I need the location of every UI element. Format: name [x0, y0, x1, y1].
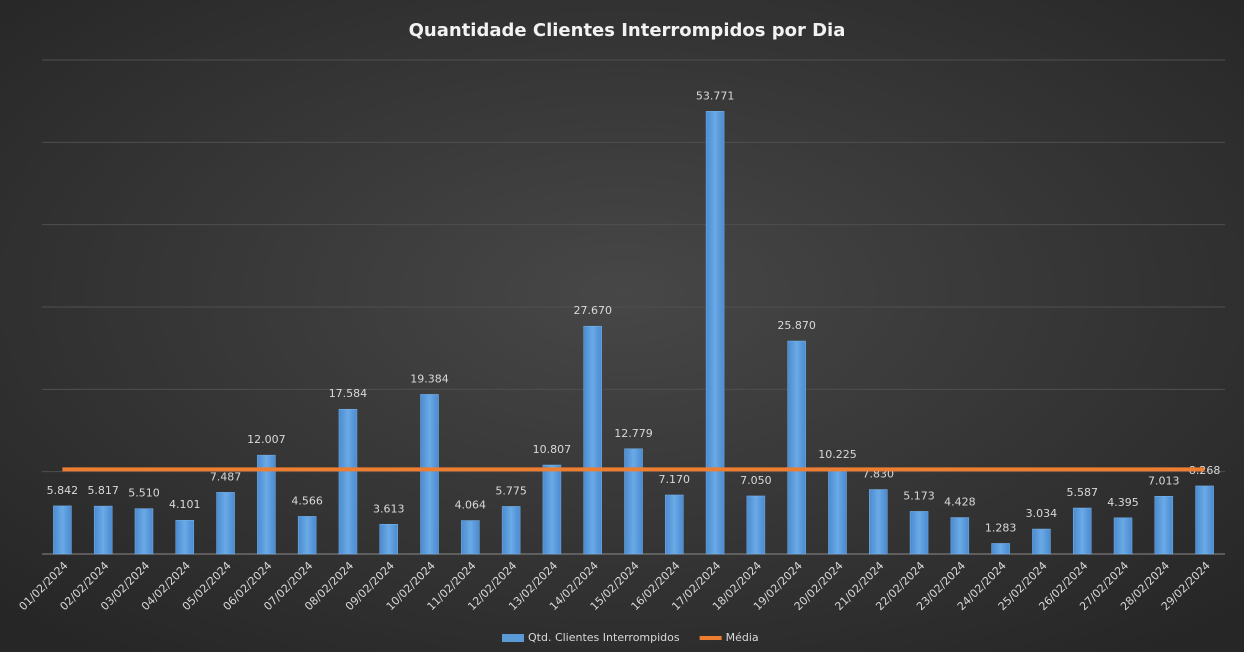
data-label: 4.101	[169, 498, 201, 511]
bar	[1154, 496, 1174, 555]
bar	[379, 524, 398, 555]
bar	[216, 492, 235, 555]
data-label: 12.779	[614, 427, 653, 440]
bar	[746, 495, 766, 555]
data-label: 3.613	[373, 502, 405, 515]
bar	[297, 516, 317, 555]
bar	[1032, 528, 1051, 555]
data-label: 25.870	[777, 319, 816, 332]
data-label: 4.395	[1107, 496, 1139, 509]
bar	[909, 511, 929, 555]
data-label: 12.007	[247, 433, 286, 446]
bar	[461, 520, 480, 555]
data-label: 4.064	[455, 499, 487, 512]
bar	[257, 454, 276, 555]
data-label: 10.225	[818, 448, 857, 461]
bar	[624, 448, 643, 555]
data-label: 5.842	[47, 484, 79, 497]
bar	[705, 111, 725, 555]
data-label: 19.384	[410, 372, 449, 385]
data-label: 4.566	[291, 494, 323, 507]
data-label: 27.670	[573, 304, 612, 317]
bar	[869, 489, 888, 555]
data-label: 5.817	[87, 484, 119, 497]
data-label: 5.775	[495, 484, 527, 497]
chart-title: Quantidade Clientes Interrompidos por Di…	[409, 20, 846, 41]
bar	[828, 469, 847, 555]
data-label: 17.584	[329, 387, 368, 400]
legend-label: Média	[726, 631, 759, 644]
data-label: 3.034	[1026, 507, 1058, 520]
bar	[787, 340, 806, 555]
data-label: 1.283	[985, 521, 1017, 534]
data-label: 10.807	[533, 443, 572, 456]
bar	[420, 394, 439, 555]
data-label: 5.173	[903, 489, 935, 502]
bar	[665, 494, 684, 555]
data-label: 7.050	[740, 474, 772, 487]
legend-swatch	[502, 634, 524, 642]
bar	[583, 325, 602, 555]
data-label: 7.013	[1148, 474, 1180, 487]
bar	[1072, 507, 1092, 555]
data-label: 5.587	[1066, 486, 1098, 499]
data-label: 5.510	[128, 487, 160, 500]
bar	[53, 505, 72, 555]
data-label: 7.487	[210, 470, 242, 483]
bar	[338, 408, 358, 555]
bar	[1195, 485, 1214, 555]
data-label: 4.428	[944, 496, 976, 509]
bar	[991, 543, 1010, 555]
bar	[134, 508, 154, 555]
bar	[501, 506, 521, 555]
bar	[175, 519, 195, 555]
bar	[93, 505, 113, 555]
bar	[1113, 517, 1133, 555]
bar	[542, 464, 562, 555]
data-label: 7.170	[659, 473, 691, 486]
data-label: 53.771	[696, 89, 735, 102]
legend-label: Qtd. Clientes Interrompidos	[528, 631, 680, 644]
bar	[950, 517, 970, 555]
